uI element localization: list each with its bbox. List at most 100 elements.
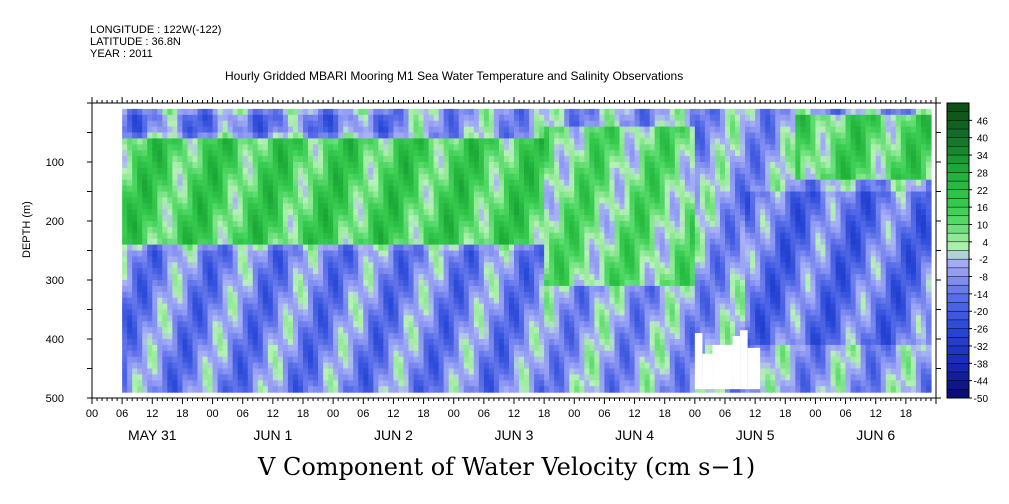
heatmap-cell — [473, 386, 480, 393]
heatmap-cell — [453, 303, 460, 311]
heatmap-cell — [559, 191, 565, 198]
heatmap-cell — [363, 209, 369, 216]
heatmap-cell — [579, 132, 585, 139]
heatmap-cell — [227, 280, 234, 287]
heatmap-cell — [564, 162, 570, 169]
heatmap-cell — [423, 197, 430, 204]
heatmap-cell — [413, 138, 420, 145]
heatmap-cell — [167, 291, 173, 299]
heatmap-cell — [172, 315, 179, 322]
heatmap-cell — [413, 362, 420, 370]
heatmap-cell — [488, 203, 495, 210]
heatmap-cell — [147, 209, 153, 216]
heatmap-cell — [473, 339, 480, 346]
heatmap-cell — [438, 321, 445, 328]
heatmap-cell — [272, 256, 279, 263]
heatmap-cell — [197, 297, 204, 305]
heatmap-cell — [614, 327, 621, 334]
heatmap-cell — [544, 368, 550, 375]
heatmap-cell — [498, 226, 505, 234]
heatmap-cell — [172, 132, 179, 139]
heatmap-cell — [604, 156, 611, 163]
heatmap-cell — [343, 386, 349, 393]
heatmap-cell — [514, 274, 520, 281]
heatmap-cell — [227, 285, 234, 293]
heatmap-cell — [303, 285, 309, 293]
heatmap-cell — [463, 262, 470, 269]
heatmap-cell — [267, 380, 274, 387]
heatmap-cell — [257, 297, 264, 305]
heatmap-cell — [257, 226, 264, 234]
heatmap-cell — [197, 256, 204, 263]
heatmap-cell — [393, 156, 400, 163]
heatmap-cell — [413, 315, 420, 322]
heatmap-cell — [287, 167, 294, 175]
heatmap-cell — [177, 162, 184, 169]
heatmap-cell — [483, 215, 490, 222]
heatmap-cell — [453, 250, 460, 257]
heatmap-cell — [584, 203, 590, 210]
heatmap-cell — [428, 191, 435, 198]
heatmap-cell — [182, 327, 189, 334]
heatmap-cell — [408, 238, 415, 246]
heatmap-cell — [277, 262, 284, 269]
heatmap-cell — [488, 356, 495, 364]
heatmap-cell — [383, 274, 390, 281]
heatmap-cell — [634, 327, 641, 334]
heatmap-cell — [308, 274, 314, 281]
heatmap-cell — [408, 274, 415, 281]
heatmap-cell — [554, 386, 560, 393]
heatmap-cell — [453, 185, 460, 193]
heatmap-cell — [569, 327, 575, 334]
heatmap-cell — [368, 108, 374, 116]
heatmap-cell — [237, 238, 244, 246]
heatmap-cell — [639, 238, 646, 246]
heatmap-cell — [524, 333, 530, 340]
heatmap-cell — [624, 191, 631, 198]
heatmap-cell — [408, 368, 415, 375]
heatmap-cell — [227, 303, 234, 311]
heatmap-cell — [524, 268, 530, 275]
heatmap-cell — [413, 197, 420, 204]
heatmap-cell — [629, 333, 636, 340]
heatmap-cell — [207, 321, 214, 328]
heatmap-cell — [594, 162, 601, 169]
heatmap-cell — [303, 268, 309, 275]
heatmap-cell — [453, 132, 460, 139]
heatmap-cell — [544, 108, 550, 116]
heatmap-cell — [167, 315, 173, 322]
heatmap-cell — [634, 368, 641, 375]
heatmap-cell — [443, 226, 450, 234]
heatmap-cell — [242, 179, 249, 187]
heatmap-cell — [503, 315, 510, 322]
heatmap-cell — [639, 291, 646, 299]
heatmap-cell — [348, 209, 354, 216]
heatmap-cell — [277, 215, 284, 222]
heatmap-cell — [187, 185, 194, 193]
heatmap-cell — [383, 309, 390, 316]
heatmap-cell — [529, 209, 535, 216]
heatmap-cell — [534, 203, 540, 210]
heatmap-cell — [443, 150, 450, 157]
heatmap-cell — [127, 150, 133, 157]
heatmap-cell — [428, 232, 435, 240]
heatmap-cell — [433, 144, 440, 151]
heatmap-cell — [177, 132, 184, 139]
heatmap-cell — [333, 350, 339, 358]
heatmap-cell — [554, 280, 560, 287]
heatmap-cell — [257, 386, 264, 393]
heatmap-cell — [212, 256, 219, 263]
heatmap-cell — [132, 285, 138, 293]
heatmap-cell — [483, 173, 490, 181]
heatmap-cell — [323, 280, 329, 287]
heatmap-cell — [282, 120, 289, 128]
heatmap-cell — [303, 221, 309, 228]
heatmap-cell — [554, 250, 560, 257]
heatmap-cell — [267, 250, 274, 257]
heatmap-cell — [468, 268, 475, 275]
heatmap-cell — [177, 268, 184, 275]
heatmap-cell — [343, 339, 349, 346]
heatmap-cell — [634, 315, 641, 322]
heatmap-cell — [393, 315, 400, 322]
heatmap-cell — [549, 126, 555, 134]
